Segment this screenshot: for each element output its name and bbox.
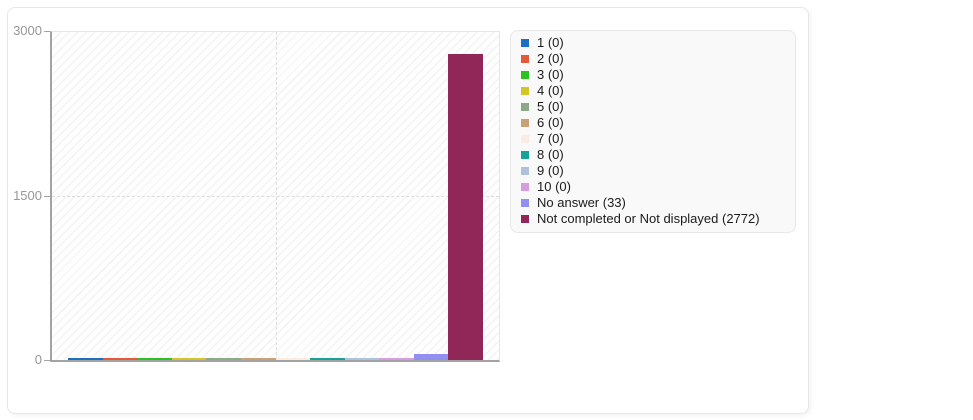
legend-label: 6 (0)	[537, 115, 564, 130]
legend-swatch-icon	[521, 151, 529, 159]
bar-not-completed-or-not-displayed	[448, 54, 483, 360]
legend-item: 6 (0)	[521, 115, 785, 131]
legend-item: 10 (0)	[521, 179, 785, 195]
bar-9	[345, 357, 379, 360]
legend-label: 4 (0)	[537, 83, 564, 98]
legend-item: 8 (0)	[521, 147, 785, 163]
legend-item: 4 (0)	[521, 83, 785, 99]
bar-4	[172, 357, 206, 360]
bar-8	[310, 357, 345, 360]
legend-swatch-icon	[521, 183, 529, 191]
bar-10	[379, 357, 414, 360]
legend-item: 2 (0)	[521, 51, 785, 67]
legend-swatch-icon	[521, 199, 529, 207]
y-axis-tick	[44, 31, 50, 32]
legend-label: 5 (0)	[537, 99, 564, 114]
legend-item: 5 (0)	[521, 99, 785, 115]
legend-label: 7 (0)	[537, 131, 564, 146]
legend-label: Not completed or Not displayed (2772)	[537, 211, 760, 226]
bar-2	[103, 357, 137, 360]
legend-label: 8 (0)	[537, 147, 564, 162]
y-axis-tick	[44, 195, 50, 197]
legend-label: No answer (33)	[537, 195, 626, 210]
gridline-vertical-mid	[275, 32, 277, 360]
legend-label: 1 (0)	[537, 35, 564, 50]
legend-label: 3 (0)	[537, 67, 564, 82]
legend-swatch-icon	[521, 119, 529, 127]
bar-1	[68, 357, 103, 360]
legend-item: No answer (33)	[521, 195, 785, 211]
legend-swatch-icon	[521, 135, 529, 143]
legend-swatch-icon	[521, 215, 529, 223]
bar-5	[206, 357, 241, 360]
y-axis-tick	[44, 360, 50, 361]
legend-item: 9 (0)	[521, 163, 785, 179]
y-axis-label: 0	[34, 352, 42, 367]
legend-label: 9 (0)	[537, 163, 564, 178]
bar-3	[137, 357, 172, 360]
bar-6	[241, 357, 276, 360]
y-axis-label: 1500	[13, 187, 42, 203]
legend-swatch-icon	[521, 71, 529, 79]
legend-swatch-icon	[521, 87, 529, 95]
legend-swatch-icon	[521, 39, 529, 47]
bar-7	[276, 357, 310, 360]
legend-item: 3 (0)	[521, 67, 785, 83]
legend-item: Not completed or Not displayed (2772)	[521, 211, 785, 227]
plot-area	[50, 31, 500, 362]
legend: 1 (0) 2 (0) 3 (0) 4 (0) 5 (0) 6 (0) 7 (0) 8 (0)…	[510, 30, 796, 233]
y-axis-label: 3000	[13, 23, 42, 38]
legend-swatch-icon	[521, 55, 529, 63]
legend-swatch-icon	[521, 103, 529, 111]
bars-container	[52, 32, 499, 360]
legend-label: 10 (0)	[537, 179, 571, 194]
legend-item: 7 (0)	[521, 131, 785, 147]
bar-no-answer	[414, 353, 448, 360]
legend-swatch-icon	[521, 167, 529, 175]
legend-item: 1 (0)	[521, 35, 785, 51]
legend-label: 2 (0)	[537, 51, 564, 66]
